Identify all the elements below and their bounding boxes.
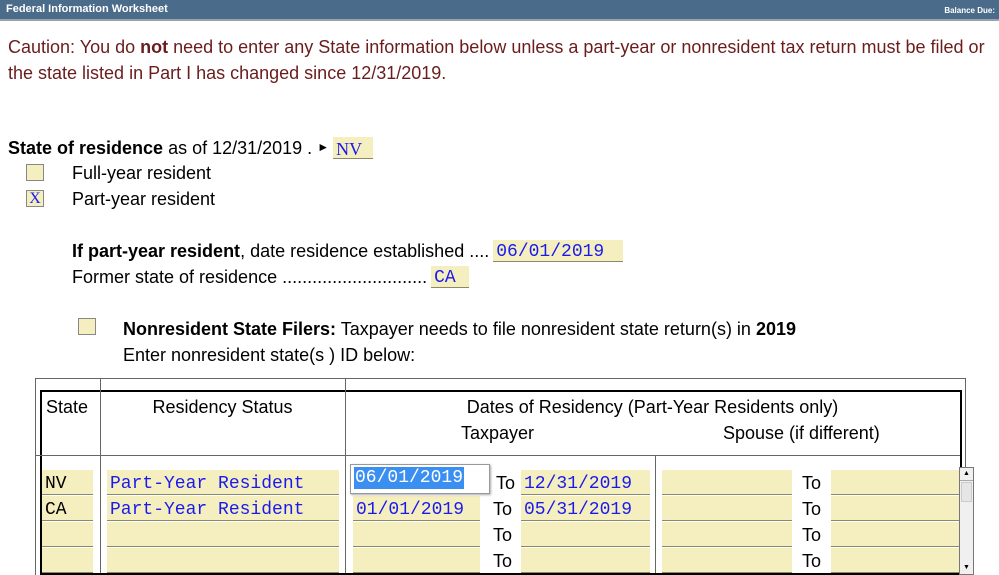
- column-header-dates: Dates of Residency (Part-Year Residents …: [466, 397, 839, 417]
- to-label: To: [802, 525, 822, 545]
- tp-to-field[interactable]: 05/31/2019: [521, 496, 650, 521]
- former-state-field[interactable]: CA: [431, 266, 470, 288]
- to-label: To: [493, 525, 513, 545]
- date-established-field[interactable]: 06/01/2019: [493, 240, 624, 262]
- part-year-resident-checkbox[interactable]: X: [26, 190, 44, 207]
- sp-from-field[interactable]: [662, 496, 792, 521]
- status-field[interactable]: [107, 522, 339, 547]
- state-field[interactable]: [42, 522, 93, 547]
- state-field[interactable]: [42, 548, 93, 573]
- sp-to-field[interactable]: [831, 470, 959, 495]
- state-of-residence-field[interactable]: NV: [333, 137, 374, 159]
- to-label: To: [493, 499, 513, 519]
- tp-from-field[interactable]: [353, 522, 480, 547]
- tp-to-field[interactable]: [521, 522, 650, 547]
- to-label: To: [802, 473, 822, 493]
- state-of-residence-row: State of residence as of 12/31/2019 . ► …: [8, 137, 374, 159]
- to-label: To: [802, 551, 822, 571]
- status-field[interactable]: Part-Year Resident: [107, 496, 339, 521]
- tp-to-field[interactable]: 12/31/2019: [521, 470, 650, 495]
- nonresident-instructions: Enter nonresident state(s ) ID below:: [123, 345, 416, 365]
- tp-from-field[interactable]: 01/01/2019: [353, 496, 480, 521]
- tp-from-field[interactable]: 06/01/2019: [354, 467, 465, 489]
- status-field[interactable]: [107, 548, 339, 573]
- status-field[interactable]: Part-Year Resident: [107, 470, 339, 495]
- sp-from-field[interactable]: [662, 470, 792, 495]
- column-header-residency-status: Residency Status: [152, 397, 293, 417]
- to-label: To: [802, 499, 822, 519]
- sp-from-field[interactable]: [662, 548, 792, 573]
- date-established-row: If part-year resident, date residence es…: [72, 240, 624, 262]
- caution-text: Caution: You do not need to enter any St…: [8, 37, 985, 83]
- part-year-resident-label: Part-year resident: [72, 189, 216, 209]
- title-bar: Federal Information Worksheet Balance Du…: [0, 0, 999, 21]
- tp-from-field[interactable]: [353, 548, 480, 573]
- balance-due-label: Balance Due:: [944, 6, 995, 15]
- table-scrollbar[interactable]: ▲ ▼: [959, 467, 974, 575]
- scroll-down-icon[interactable]: ▼: [963, 564, 970, 571]
- column-header-state: State: [46, 397, 89, 417]
- full-year-resident-checkbox[interactable]: [26, 164, 44, 181]
- sp-to-field[interactable]: [831, 522, 959, 547]
- date-established-label: If part-year resident, date residence es…: [72, 241, 490, 261]
- to-label: To: [493, 551, 513, 571]
- sp-to-field[interactable]: [831, 548, 959, 573]
- column-header-spouse: Spouse (if different): [723, 423, 880, 443]
- sp-from-field[interactable]: [662, 522, 792, 547]
- to-label: To: [496, 473, 516, 493]
- nonresident-checkbox[interactable]: [78, 318, 96, 335]
- state-field[interactable]: NV: [42, 470, 93, 495]
- sp-to-field[interactable]: [831, 496, 959, 521]
- window-title: Federal Information Worksheet: [6, 3, 168, 15]
- state-of-residence-label: State of residence as of 12/31/2019 . ►: [8, 138, 330, 158]
- state-field[interactable]: CA: [42, 496, 93, 521]
- former-state-label: Former state of residence ..............…: [72, 267, 428, 287]
- arrow-right-icon: ►: [317, 140, 330, 154]
- scroll-up-icon[interactable]: ▲: [960, 468, 973, 481]
- nonresident-label: Nonresident State Filers: Taxpayer needs…: [123, 319, 796, 339]
- column-header-taxpayer: Taxpayer: [461, 423, 535, 443]
- full-year-resident-label: Full-year resident: [72, 163, 212, 183]
- tp-to-field[interactable]: [521, 548, 650, 573]
- former-state-row: Former state of residence ..............…: [72, 266, 470, 288]
- date-edit-box[interactable]: 06/01/2019: [350, 464, 490, 494]
- scroll-thumb[interactable]: [961, 482, 972, 502]
